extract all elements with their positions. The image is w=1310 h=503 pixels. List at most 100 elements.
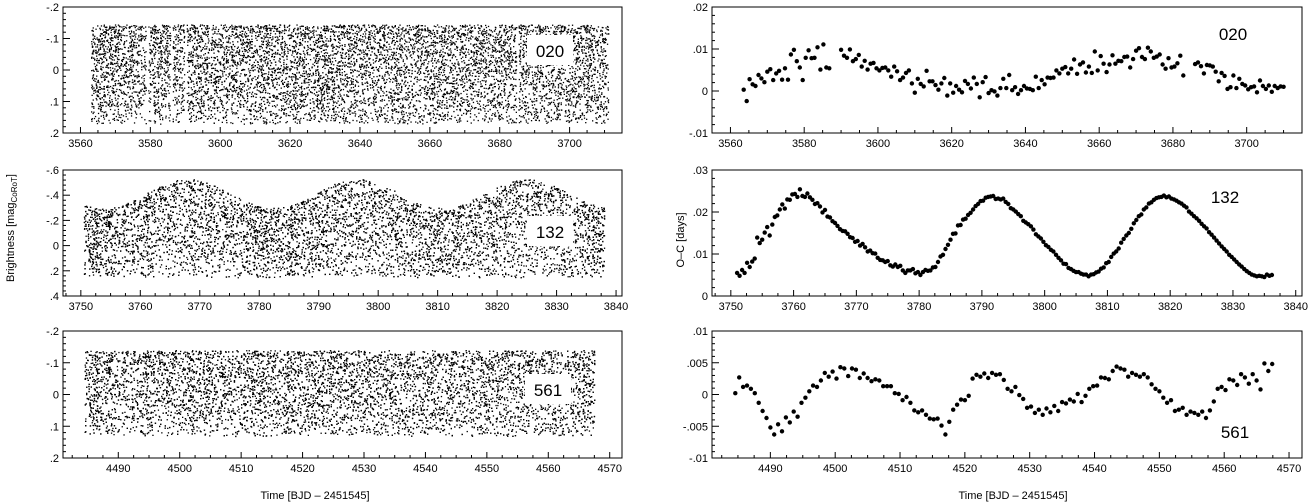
lc-point [159,59,160,60]
lc-point [304,114,305,115]
lc-point [454,49,455,50]
lc-point [456,80,457,81]
lc-point [257,89,258,90]
lc-point [158,76,159,77]
lc-point [324,57,325,58]
lc-point [578,85,579,86]
lc-point [501,51,502,52]
lc-point [333,64,334,65]
lc-point [466,113,467,114]
lc-point [105,106,106,107]
lc-point [248,30,249,31]
lc-point [109,51,110,52]
lc-point [535,67,536,68]
lc-point [141,60,142,61]
lc-point [145,51,146,52]
lc-point [277,122,278,123]
lc-point [506,112,507,113]
y-tick-label: -.1 [46,34,59,46]
lc-point [174,65,175,66]
lc-point [608,112,609,113]
lc-point [435,123,436,124]
lc-point [524,29,525,30]
lc-point [489,48,490,49]
lc-point [596,94,597,95]
lc-point [218,31,219,32]
lc-point [258,36,259,37]
lc-point [407,123,408,124]
lc-point [579,28,580,29]
lc-point [308,79,309,80]
lc-point [142,47,143,48]
lc-point [177,110,178,111]
lc-point [280,92,281,93]
lc-point [292,80,293,81]
lc-point [355,115,356,116]
lc-point [251,44,252,45]
lc-point [342,79,343,80]
lc-point [512,25,513,26]
lc-point [96,99,97,100]
lc-point [490,61,491,62]
lc-point [299,53,300,54]
lc-point [229,38,230,39]
lc-point [396,87,397,88]
lc-point [244,47,245,48]
lc-point [474,69,475,70]
lc-point [482,80,483,81]
lc-point [195,105,196,106]
lc-point [275,118,276,119]
lc-point [264,38,265,39]
lc-point [226,31,227,32]
lc-point [223,42,224,43]
lc-point [526,83,527,84]
lc-point [307,45,308,46]
lc-point [365,33,366,34]
lc-point [368,34,369,35]
lc-point [493,71,494,72]
lc-point [304,35,305,36]
lc-point [478,76,479,77]
lc-point [590,57,591,58]
lc-point [345,86,346,87]
lc-point [197,98,198,99]
lc-point [240,89,241,90]
lc-point [528,68,529,69]
lc-point [360,73,361,74]
lc-point [326,30,327,31]
lc-point [468,49,469,50]
lc-point [406,42,407,43]
lc-point [474,114,475,115]
lc-point [176,64,177,65]
lc-point [505,35,506,36]
lc-point [102,29,103,30]
lc-point [315,73,316,74]
lc-point [417,77,418,78]
lc-point [338,31,339,32]
lc-point [433,75,434,76]
lc-point [278,67,279,68]
lc-point [247,98,248,99]
lc-point [166,45,167,46]
lc-point [174,87,175,88]
lc-point [599,95,600,96]
lc-point [244,84,245,85]
lc-point [438,27,439,28]
lc-point [209,58,210,59]
lc-point [420,59,421,60]
lc-point [264,118,265,119]
lc-point [408,104,409,105]
lc-point [501,73,502,74]
lc-point [324,91,325,92]
lc-point [369,77,370,78]
lc-point [573,30,574,31]
lc-point [356,104,357,105]
lc-point [358,32,359,33]
lc-point [97,71,98,72]
lc-point [587,91,588,92]
lc-point [589,63,590,64]
lc-point [536,83,537,84]
lc-point [372,26,373,27]
lc-point [479,28,480,29]
lc-point [204,46,205,47]
